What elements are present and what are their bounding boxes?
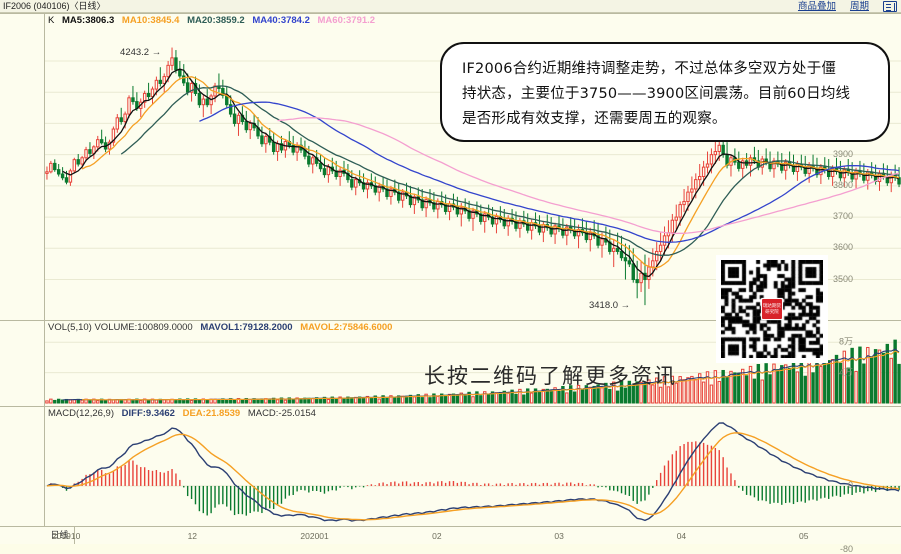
period-tag: 日线 [45,527,75,544]
callout-line-3: 是否形成有效支撑，还需要周五的观察。 [462,111,727,127]
qr-logo: 瑞达期货 研究院 [761,298,783,320]
ma5-legend: MA5:3806.3 [61,15,115,26]
callout-line-1: IF2006合约近期维持调整走势，不过总体多空双方处于僵 [462,61,837,77]
title-bar-actions: 商品叠加 周期 [798,0,897,13]
k-label: K [48,15,55,26]
ma40-legend: MA40:3784.2 [252,15,310,26]
ma-legend: K MA5:3806.3 MA10:3845.4 MA20:3859.2 MA4… [48,15,380,26]
watermark-text: 长按二维码了解更多资讯 [424,364,677,388]
date-tick-label: 04 [676,531,687,541]
commodity-overlay-button[interactable]: 商品叠加 [797,1,836,12]
price-y-label: 3900 [832,148,853,159]
ma10-legend: MA10:3845.4 [121,15,180,26]
macd-plot-area[interactable] [45,407,901,526]
ma60-legend: MA60:3791.2 [317,15,376,26]
price-y-label: 3700 [832,211,853,222]
ma20-legend: MA20:3859.2 [187,15,245,26]
mavol1-legend: MAVOL1:79128.2000 [200,322,293,333]
date-tick-label: 05 [798,531,809,541]
callout-line-2: 持状态，主要位于3750——3900区间震荡。目前60日均线 [462,86,851,102]
symbol-title: IF2006 (040106)〈日线〉 [3,1,106,11]
macd-y-label: 0 [847,479,853,490]
macd-value: MACD:-25.0154 [247,408,316,419]
macd-legend: MACD(12,26,9) DIFF:9.3462 DEA:21.8539 MA… [48,408,321,419]
period-button[interactable]: 周期 [849,1,869,12]
date-tick-label: 202001 [300,531,329,541]
title-bar: IF2006 (040106)〈日线〉 商品叠加 周期 [0,0,901,13]
volume-axis-gutter [0,321,45,406]
date-tick-label: 12 [187,531,198,541]
price-axis-gutter [0,14,45,320]
low-price-tag: 3418.0 → [588,300,631,312]
macd-panel: MACD(12,26,9) DIFF:9.3462 DEA:21.8539 MA… [0,406,901,526]
volume-plot-area[interactable] [45,321,901,406]
high-price-tag: 4243.2 → [120,46,162,58]
price-y-label: 3500 [832,273,853,284]
annotation-callout: IF2006合约近期维持调整走势，不过总体多空双方处于僵 持状态，主要位于375… [440,42,890,142]
price-y-label: 3800 [832,179,853,190]
date-tick-label: 02 [432,531,442,541]
volume-y-label: 8万 [838,336,853,347]
macd-axis-gutter [0,407,45,526]
date-axis: 日线 201910 12 202001 02 03 04 05 [0,526,901,544]
price-y-label: 3600 [832,242,853,253]
layout-icon[interactable] [883,1,897,12]
volume-y-label: 4万 [838,367,853,378]
date-tick-label: 03 [554,531,564,541]
macd-y-label: -80 [839,543,853,554]
qr-logo-line-1: 瑞达期货 [763,304,781,309]
macd-diff: DIFF:9.3462 [121,408,175,419]
date-tick-label: 201910 [52,531,81,541]
mavol2-legend: MAVOL2:75846.6000 [300,322,393,333]
volume-legend: VOL(5,10) VOLUME:100809.0000 MAVOL1:7912… [48,322,397,333]
macd-title: MACD(12,26,9) [48,408,114,419]
vol-header: VOL(5,10) VOLUME:100809.0000 [48,322,193,333]
macd-dea: DEA:21.8539 [182,408,241,419]
qr-logo-line-2: 研究院 [765,309,779,315]
qr-code[interactable]: 瑞达期货 研究院 [716,255,828,363]
